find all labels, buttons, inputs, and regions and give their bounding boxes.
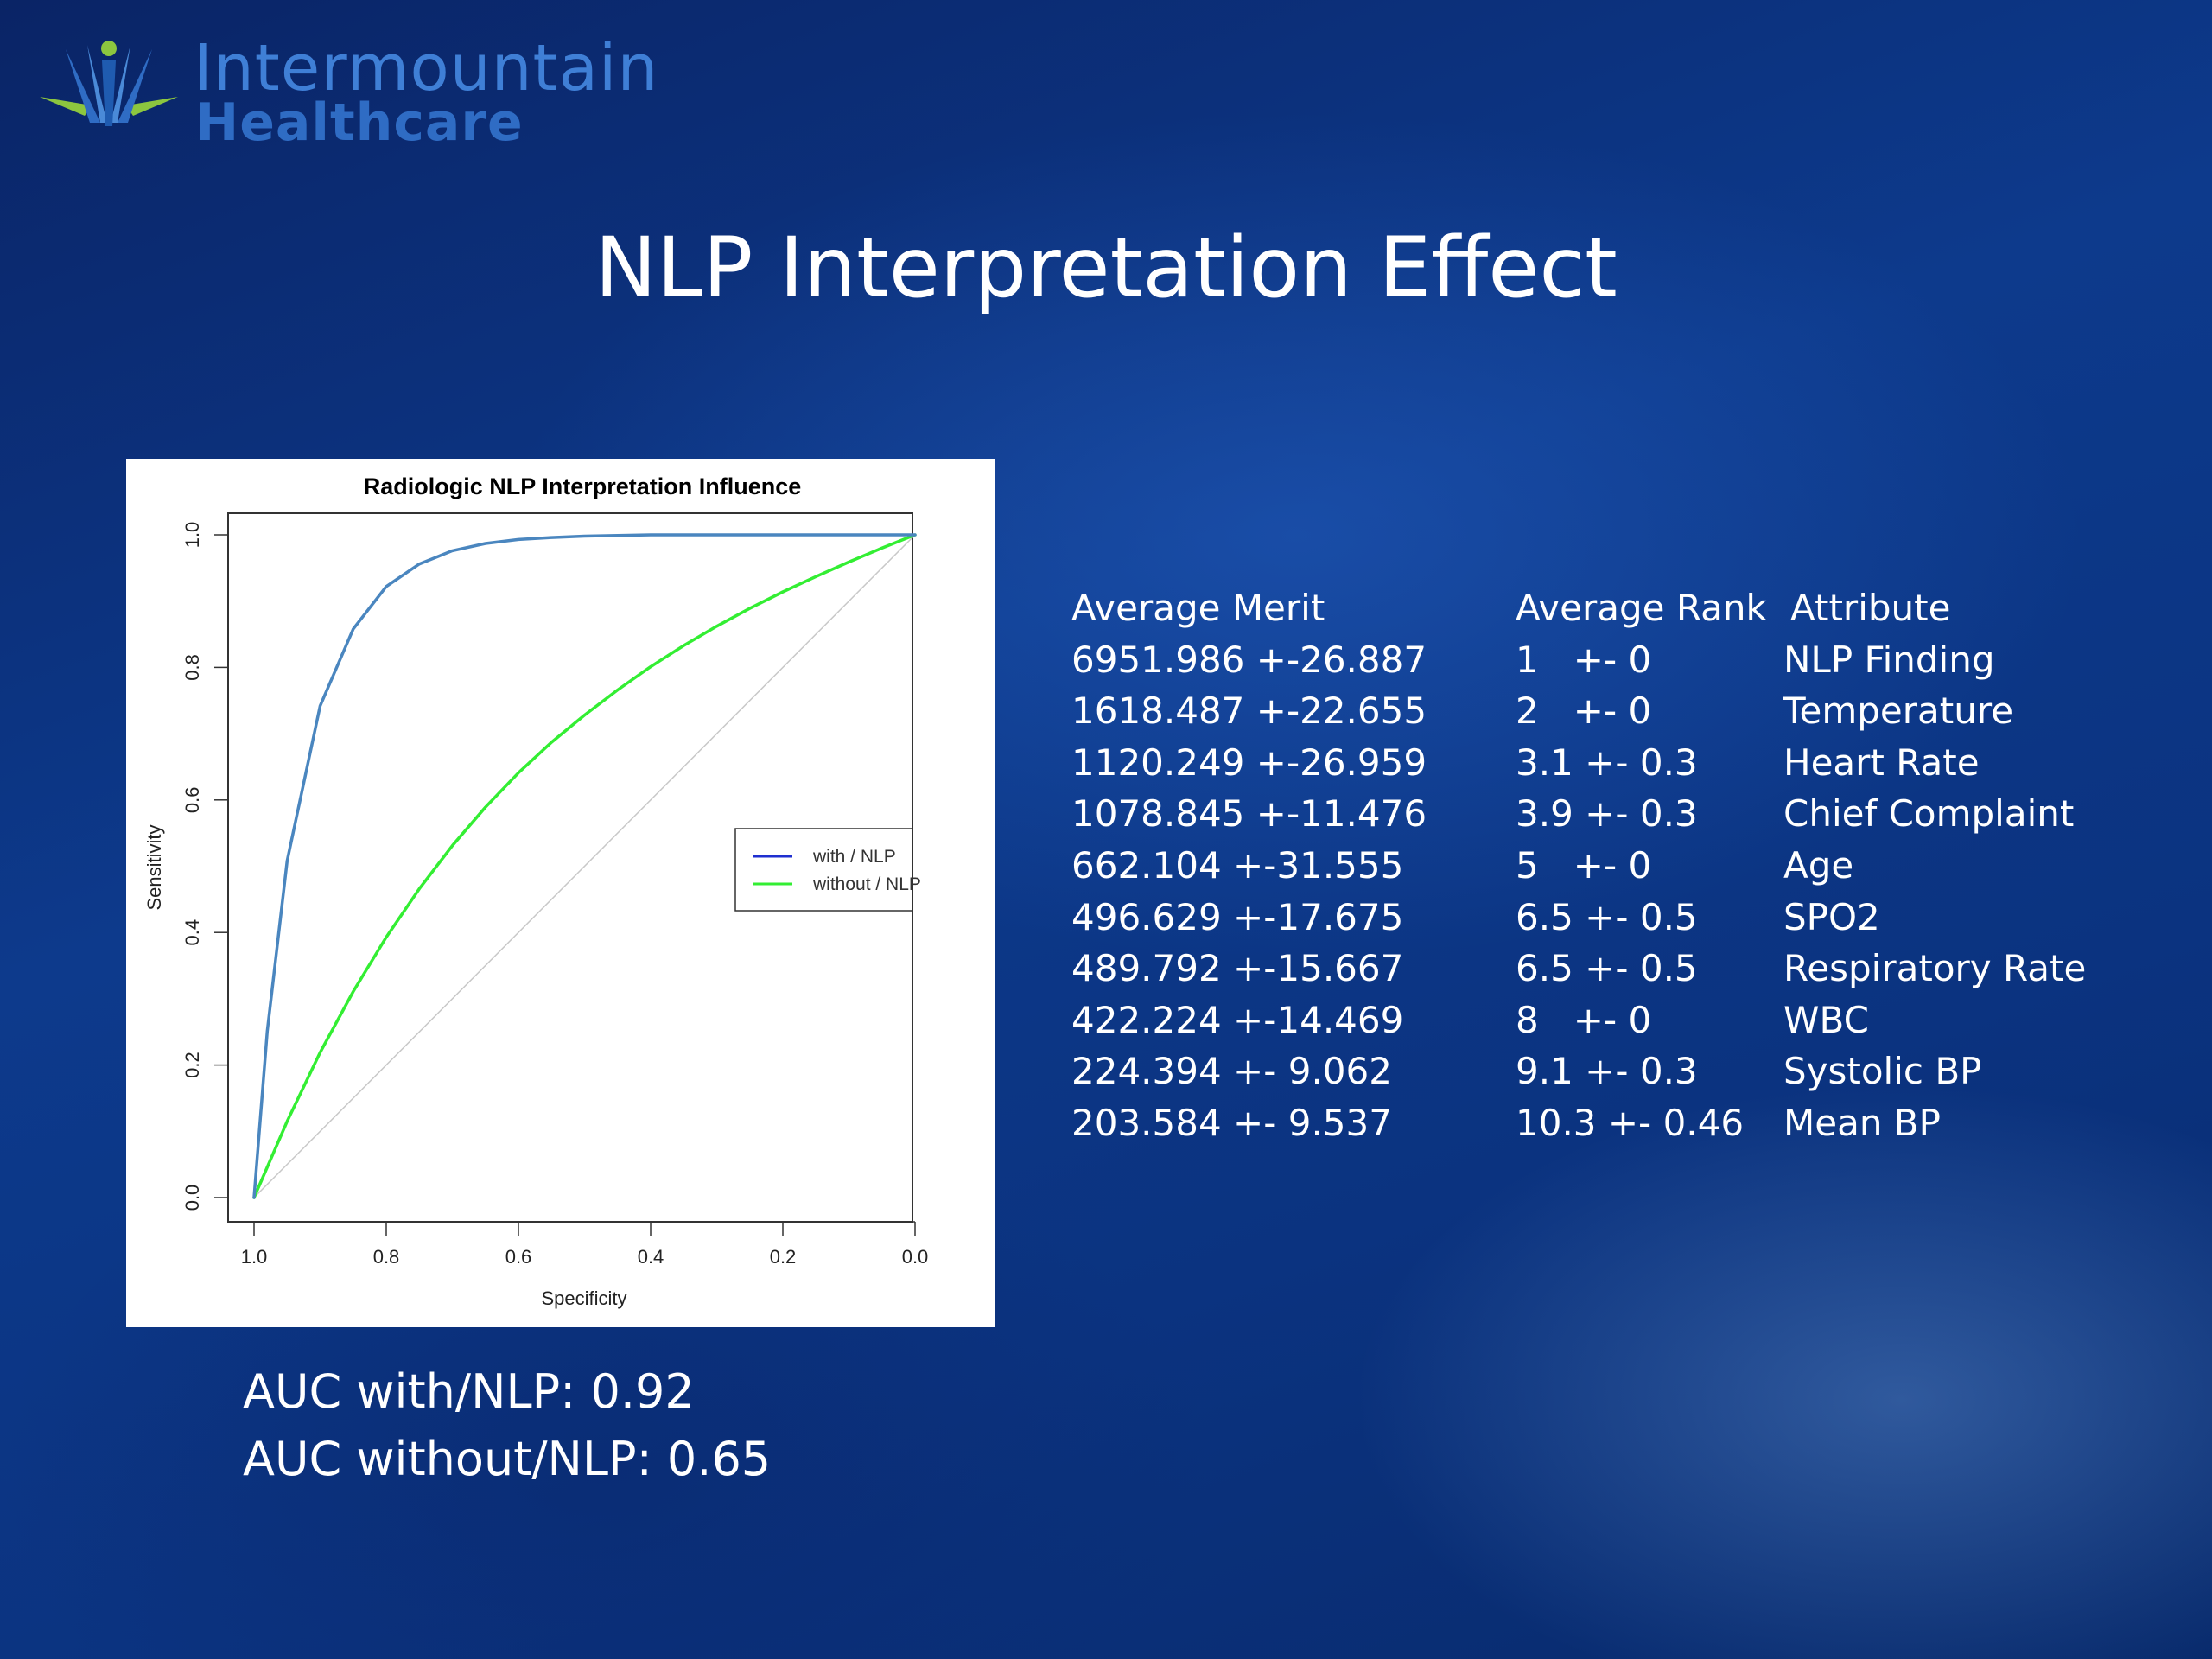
attribute-cell: WBC	[1783, 998, 1869, 1041]
attribute-cell: Chief Complaint	[1783, 792, 2075, 836]
x-axis-label: Specificity	[541, 1287, 626, 1309]
auc-summary: AUC with/NLP: 0.92 AUC without/NLP: 0.65	[243, 1358, 771, 1493]
header-average-merit: Average Merit	[1071, 587, 1325, 629]
slide-title: NLP Interpretation Effect	[594, 219, 1618, 316]
attribute-cell: Temperature	[1783, 690, 2014, 733]
y-axis-label: Sensitivity	[143, 824, 165, 910]
series-layer	[252, 533, 917, 1199]
rank-cell: 8 +- 0	[1516, 998, 1652, 1041]
x-tick-label: 0.8	[373, 1246, 400, 1268]
merit-cell: 1078.845 +-11.476	[1071, 792, 1427, 836]
attribute-cell: Heart Rate	[1783, 741, 1980, 784]
y-tick-label: 1.0	[181, 522, 203, 549]
series-line-with-nlp	[252, 533, 917, 1199]
merit-cell: 662.104 +-31.555	[1071, 843, 1404, 887]
attribute-cell: Systolic BP	[1783, 1050, 1982, 1093]
legend-label: with / NLP	[812, 847, 896, 867]
x-tick-label: 0.0	[902, 1246, 929, 1268]
merit-cell: 1120.249 +-26.959	[1071, 741, 1427, 784]
reference-diagonal-line	[253, 534, 916, 1198]
x-tick-label: 1.0	[241, 1246, 268, 1268]
rank-cell: 6.5 +- 0.5	[1516, 947, 1698, 990]
legend-box	[734, 828, 913, 912]
intermountain-logo: Intermountain Healthcare	[40, 36, 658, 153]
merit-cell: 496.629 +-17.675	[1071, 895, 1404, 938]
y-tick-label: 0.4	[181, 919, 203, 946]
y-tick-label: 0.2	[181, 1052, 203, 1078]
y-tick-label: 0.8	[181, 654, 203, 681]
attribute-cell: Age	[1783, 843, 1854, 887]
attribute-cell: NLP Finding	[1783, 638, 1995, 681]
legend-label: without / NLP	[812, 874, 921, 894]
logo-wordmark-line1: Intermountain	[194, 31, 659, 105]
x-tick-label: 0.4	[638, 1246, 664, 1268]
attribute-cell: Mean BP	[1783, 1101, 1941, 1144]
roc-chart-panel: Radiologic NLP Interpretation Influence …	[126, 459, 995, 1327]
x-tick-label: 0.6	[505, 1246, 532, 1268]
rank-cell: 1 +- 0	[1516, 638, 1652, 681]
merit-cell: 489.792 +-15.667	[1071, 947, 1404, 990]
y-tick-label: 0.0	[181, 1185, 203, 1211]
merit-cell: 1618.487 +-22.655	[1071, 690, 1427, 733]
logo-mark-icon	[40, 41, 178, 126]
y-tick-label: 0.6	[181, 787, 203, 814]
header-attribute: Attribute	[1790, 587, 1951, 629]
chart-legend: with / NLP without / NLP	[734, 828, 921, 912]
rank-cell: 9.1 +- 0.3	[1516, 1050, 1698, 1093]
attribute-cell: Respiratory Rate	[1783, 947, 2087, 990]
auc-with-nlp: AUC with/NLP: 0.92	[243, 1364, 695, 1419]
attribute-cell: SPO2	[1783, 895, 1880, 938]
rank-cell: 6.5 +- 0.5	[1516, 895, 1698, 938]
rank-cell: 3.1 +- 0.3	[1516, 741, 1698, 784]
header-average-rank: Average Rank	[1516, 587, 1767, 629]
series-line-without-nlp	[252, 533, 917, 1199]
merit-cell: 203.584 +- 9.537	[1071, 1101, 1392, 1144]
logo-wordmark-line2: Healthcare	[195, 92, 524, 153]
merit-cell: 422.224 +-14.469	[1071, 998, 1404, 1041]
rank-cell: 2 +- 0	[1516, 690, 1652, 733]
x-tick-label: 0.2	[770, 1246, 797, 1268]
y-axis: 0.0 0.2 0.4 0.6 0.8 1.0	[181, 522, 229, 1211]
rank-cell: 10.3 +- 0.46	[1516, 1101, 1745, 1144]
x-axis: 1.0 0.8 0.6 0.4 0.2 0.0	[241, 1221, 929, 1268]
chart-title: Radiologic NLP Interpretation Influence	[364, 474, 802, 499]
merit-cell: 224.394 +- 9.062	[1071, 1050, 1392, 1093]
merit-cell: 6951.986 +-26.887	[1071, 638, 1427, 681]
rank-cell: 5 +- 0	[1516, 843, 1652, 887]
rank-cell: 3.9 +- 0.3	[1516, 792, 1698, 836]
roc-chart: Radiologic NLP Interpretation Influence …	[143, 474, 929, 1309]
auc-without-nlp: AUC without/NLP: 0.65	[243, 1432, 772, 1486]
